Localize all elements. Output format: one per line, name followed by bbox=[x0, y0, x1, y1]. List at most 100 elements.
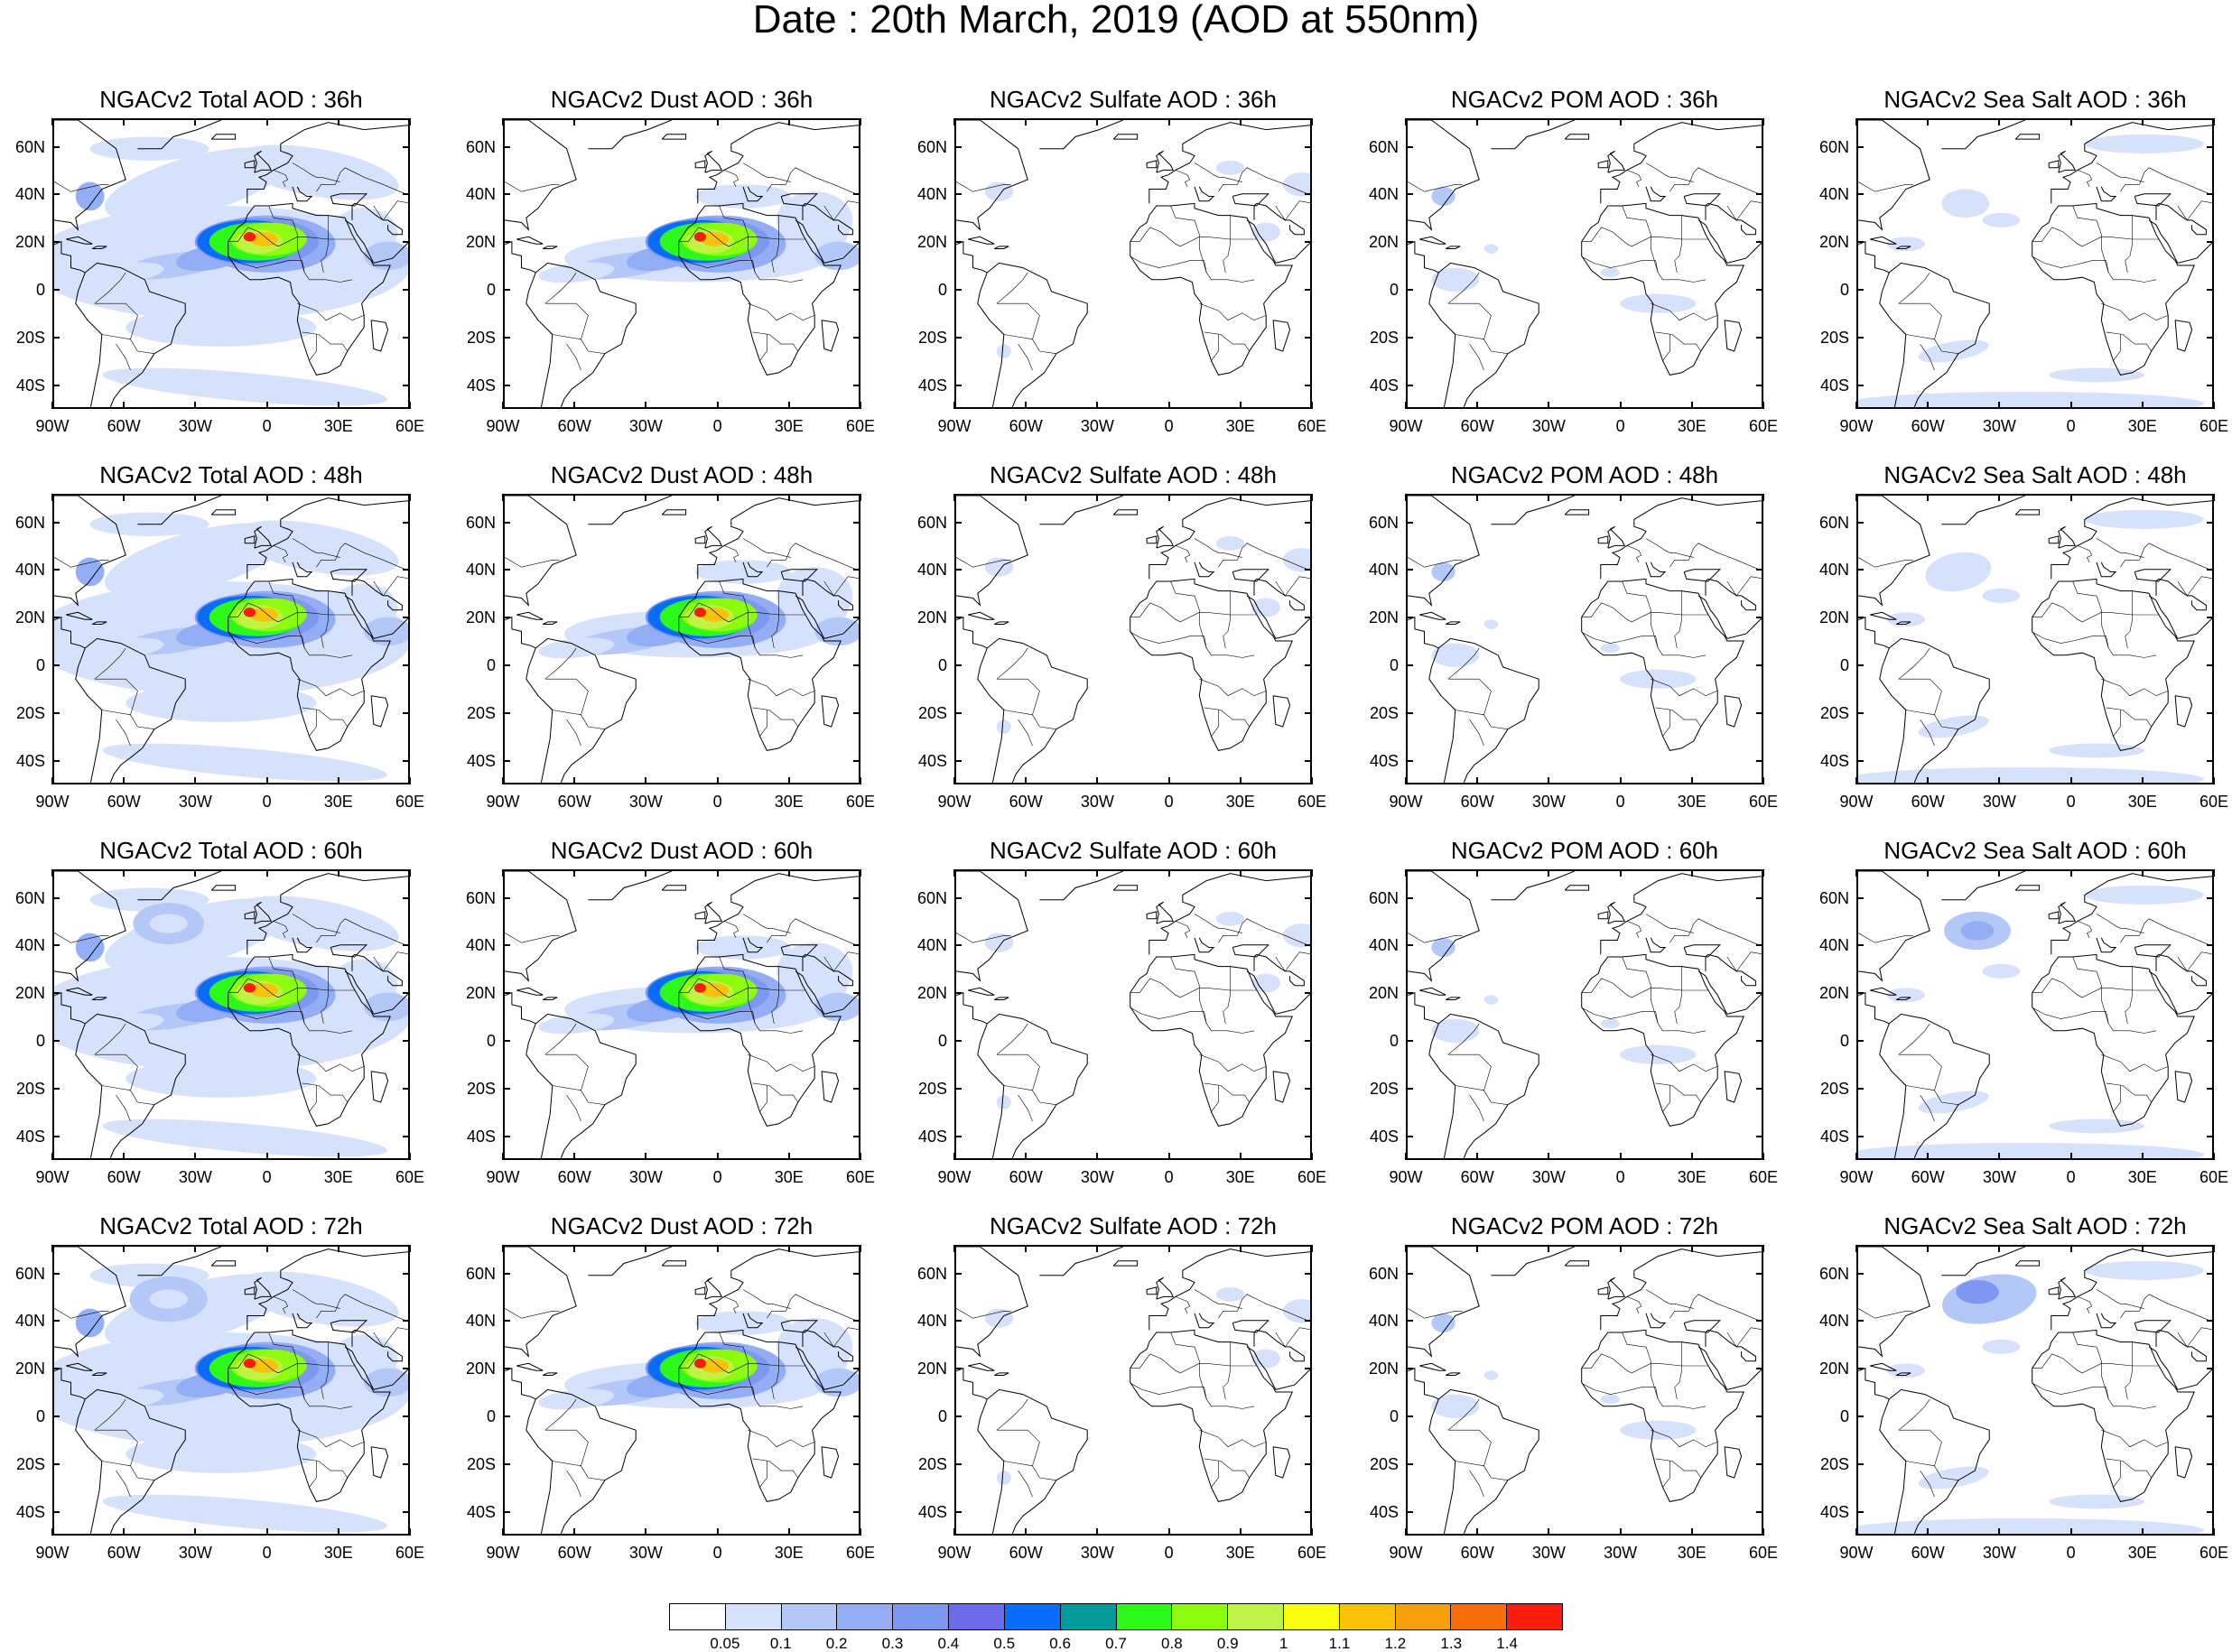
country-border bbox=[373, 1327, 408, 1348]
lon-tick bbox=[645, 494, 647, 501]
country-border bbox=[1681, 1341, 1708, 1367]
lon-tick bbox=[51, 777, 53, 784]
lat-tick bbox=[1406, 145, 1413, 148]
coastline bbox=[704, 150, 723, 173]
coastline bbox=[1194, 561, 1215, 578]
lat-tick-label: 40N bbox=[14, 185, 45, 204]
country-border bbox=[742, 1289, 791, 1309]
lat-tick-label: 20S bbox=[1819, 703, 1849, 722]
lat-tick bbox=[403, 1415, 410, 1418]
lat-tick bbox=[1406, 759, 1413, 762]
lon-tick-label: 30W bbox=[1982, 793, 2016, 811]
lat-tick-label: 40S bbox=[917, 1127, 947, 1146]
lon-tick-label: 0 bbox=[1615, 793, 1625, 811]
map-frame bbox=[52, 1245, 410, 1536]
lat-tick bbox=[1756, 193, 1763, 196]
coastline bbox=[292, 561, 313, 578]
lon-tick-label: 60E bbox=[845, 417, 876, 435]
coastline bbox=[254, 150, 273, 173]
lon-tick bbox=[1476, 1528, 1479, 1536]
country-border bbox=[544, 1398, 577, 1431]
aod-contour bbox=[243, 983, 256, 993]
coastline bbox=[2014, 1260, 2041, 1267]
country-border bbox=[292, 970, 305, 1024]
country-border bbox=[1469, 1094, 1484, 1122]
coastline bbox=[1149, 873, 1310, 955]
coastline bbox=[1600, 122, 1762, 204]
country-border bbox=[678, 255, 804, 283]
panel-title: NGACv2 Dust AOD : 48h bbox=[550, 461, 814, 488]
lat-tick bbox=[853, 1415, 860, 1418]
country-border bbox=[297, 1429, 365, 1448]
lon-tick bbox=[265, 869, 268, 877]
aod-contour bbox=[814, 617, 859, 646]
coastline bbox=[1683, 569, 1722, 582]
lat-tick bbox=[1305, 1368, 1312, 1370]
lat-tick bbox=[1856, 617, 1864, 619]
lat-tick bbox=[1406, 1415, 1413, 1418]
lon-tick-label: 60W bbox=[1460, 1544, 1494, 1562]
coastline bbox=[1039, 1247, 1123, 1276]
coastline bbox=[1275, 993, 1310, 1015]
lat-tick-label: 0 bbox=[486, 656, 496, 675]
lon-tick bbox=[265, 494, 268, 501]
lon-tick bbox=[1855, 869, 1857, 877]
lon-tick-label: 60E bbox=[845, 1168, 876, 1186]
panel-title: NGACv2 Sulfate AOD : 60h bbox=[990, 837, 1277, 864]
coastline bbox=[1246, 1346, 1277, 1390]
aod-contour bbox=[126, 683, 317, 722]
country-border bbox=[94, 647, 126, 680]
country-border bbox=[247, 978, 329, 1024]
map-frame bbox=[52, 869, 410, 1160]
aod-contour bbox=[234, 896, 399, 951]
map-panel-pom-72h: NGACv2 POM AOD : 72h 60N 40N 20N 0 20S 40S 90W 6… bbox=[1369, 1212, 1778, 1561]
aod-contour bbox=[1431, 186, 1455, 207]
lon-tick bbox=[645, 869, 647, 877]
lat-tick-label: 20S bbox=[15, 328, 45, 347]
coastline bbox=[1724, 1446, 1743, 1479]
coastline bbox=[1683, 1320, 1722, 1333]
country-border bbox=[1455, 710, 1508, 729]
coastline bbox=[1130, 1329, 1293, 1502]
aod-contour bbox=[693, 608, 707, 617]
lon-tick bbox=[1476, 402, 1479, 409]
panel-title: NGACv2 Dust AOD : 72h bbox=[550, 1212, 814, 1239]
lon-tick-label: 0 bbox=[262, 793, 272, 811]
coastline bbox=[1408, 496, 1480, 649]
country-border bbox=[1655, 1458, 1701, 1479]
coastline bbox=[1232, 944, 1270, 958]
lat-tick-label: 20N bbox=[1368, 233, 1399, 252]
lon-tick-label: 90W bbox=[486, 1544, 520, 1562]
aod-contour bbox=[1600, 1018, 1620, 1029]
lat-tick bbox=[1305, 896, 1312, 899]
lon-tick-label: 90W bbox=[486, 793, 520, 811]
country-border bbox=[1626, 545, 1642, 563]
aod-map bbox=[1408, 1247, 1762, 1534]
lat-tick-label: 40S bbox=[15, 1502, 45, 1521]
panel-title: NGACv2 Total AOD : 36h bbox=[99, 86, 363, 113]
country-border bbox=[956, 1308, 1011, 1319]
panel-title: NGACv2 Sulfate AOD : 72h bbox=[990, 1212, 1277, 1239]
lon-tick bbox=[1405, 494, 1407, 501]
coastline bbox=[1232, 569, 1270, 582]
country-border bbox=[1170, 580, 1195, 597]
country-border bbox=[1447, 1023, 1480, 1055]
panel-title: NGACv2 Sulfate AOD : 36h bbox=[990, 86, 1277, 113]
map-panel-pom-60h: NGACv2 POM AOD : 60h 60N 40N 20N 0 20S 40S 90W 6… bbox=[1369, 837, 1778, 1185]
lat-tick bbox=[2207, 617, 2214, 619]
country-border bbox=[94, 302, 138, 339]
lon-tick-label: 30E bbox=[1225, 1168, 1255, 1186]
coastline bbox=[1705, 578, 1756, 611]
country-border bbox=[778, 1341, 805, 1367]
country-border bbox=[54, 933, 109, 943]
lat-tick-label: 40N bbox=[465, 1312, 496, 1331]
lon-tick bbox=[1690, 402, 1693, 409]
coastline bbox=[2177, 617, 2212, 639]
lat-tick-label: 20N bbox=[1818, 608, 1849, 627]
lat-tick-label: 20S bbox=[917, 328, 947, 347]
lon-tick bbox=[1096, 1245, 1099, 1252]
coastline bbox=[210, 134, 237, 140]
lon-tick bbox=[1476, 1153, 1479, 1160]
lat-tick-label: 0 bbox=[486, 1407, 496, 1426]
map-frame bbox=[52, 494, 410, 784]
